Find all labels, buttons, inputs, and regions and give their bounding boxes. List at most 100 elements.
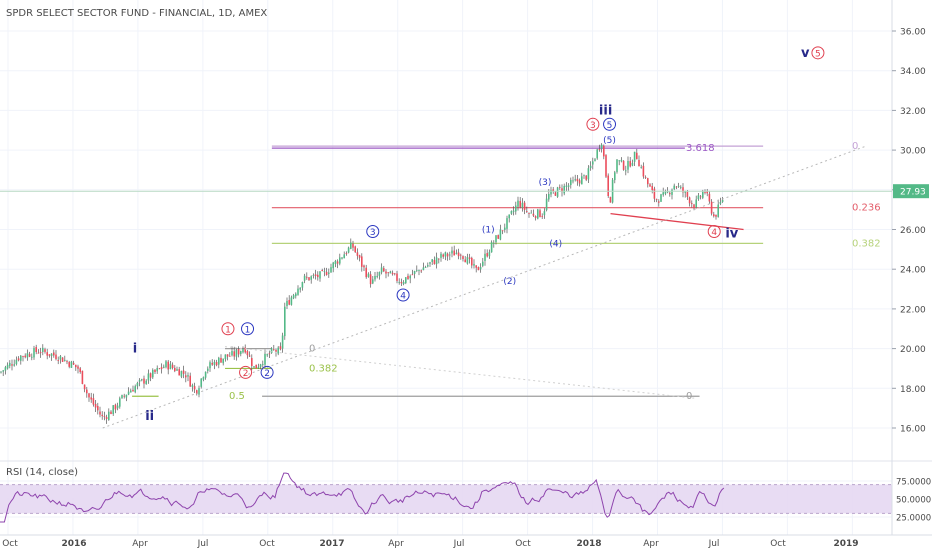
candle-body [171, 364, 174, 368]
candle-body [147, 373, 150, 381]
candle-body [22, 356, 24, 357]
y-tick-label: 24.00 [900, 266, 926, 276]
wave-label-roman: v [801, 46, 810, 61]
candle-body [64, 359, 66, 361]
candle-body [413, 271, 416, 274]
candle-body [127, 391, 130, 395]
candle-body [328, 272, 330, 274]
candle-body [523, 202, 526, 210]
candle-body [347, 247, 350, 253]
candle-body [402, 281, 405, 285]
candle-body [39, 352, 42, 354]
candle-body [77, 366, 79, 369]
candle-body [708, 193, 711, 202]
candle-body [438, 258, 440, 260]
candle-body [108, 411, 110, 420]
wave-label-circle [811, 46, 825, 60]
candle-body [530, 212, 532, 214]
candle-body [638, 159, 640, 167]
candle-body [702, 191, 704, 198]
candle-body [504, 227, 506, 230]
candle-body [176, 369, 178, 371]
candle-body [636, 152, 638, 160]
candle-body [211, 362, 213, 365]
candle-body [512, 210, 515, 212]
candle-body [655, 199, 658, 200]
candle-body [46, 352, 48, 356]
trend-line [610, 212, 744, 231]
candle-body [405, 277, 407, 284]
candle-body [81, 370, 84, 384]
candle-body [627, 160, 629, 170]
candle-body [510, 211, 513, 214]
candle-body [482, 261, 484, 266]
candle-body [136, 382, 139, 387]
candle-body [180, 371, 183, 377]
candle-body [528, 213, 530, 215]
candle-body [719, 202, 722, 204]
candle-body [310, 276, 312, 280]
candle-body [356, 252, 359, 256]
x-tick-label: Oct [2, 539, 18, 549]
candle-body [215, 361, 218, 366]
candle-body [435, 257, 438, 265]
candle-body [251, 358, 253, 366]
candle-body [319, 271, 321, 279]
candle-body [548, 193, 550, 200]
candle-body [255, 364, 257, 369]
candle-body [556, 187, 559, 197]
x-tick-label: Oct [770, 539, 786, 549]
candle-body [486, 253, 488, 257]
candle-body [578, 180, 581, 184]
candle-body [101, 414, 103, 416]
candle-body [429, 262, 431, 264]
candle-body [686, 191, 689, 197]
candle-body [112, 405, 114, 414]
candle-body [543, 211, 546, 216]
candle-body [279, 346, 282, 350]
y-tick-label: 16.00 [900, 425, 926, 435]
candle-body [633, 151, 636, 162]
candle-body [31, 356, 33, 358]
candle-body [242, 348, 244, 353]
candle-body [6, 364, 9, 369]
y-tick-label: 26.00 [900, 226, 926, 236]
candle-body [367, 273, 370, 277]
candle-body [389, 271, 392, 274]
wave-label-circle [241, 322, 255, 336]
fib-level-label: 0.5 [229, 391, 245, 402]
candle-body [649, 184, 651, 187]
candle-body [490, 242, 493, 253]
candle-body [165, 361, 167, 368]
candle-body [163, 366, 165, 368]
candle-body [134, 386, 136, 393]
candle-body [312, 275, 315, 276]
candle-body [132, 389, 134, 392]
candle-body [539, 210, 541, 218]
candle-body [451, 250, 453, 254]
candle-body [308, 277, 310, 281]
candle-body [20, 355, 22, 361]
candle-body [275, 349, 277, 353]
rsi-tick-label: 50.0000 [896, 496, 931, 506]
candle-body [28, 354, 31, 357]
candle-body [198, 388, 200, 395]
candle-body [50, 353, 53, 356]
candle-body [625, 170, 627, 172]
candle-body [398, 282, 400, 283]
candle-body [583, 174, 585, 176]
candle-body [526, 211, 528, 212]
wave-label-roman: iv [725, 226, 738, 241]
x-tick-label: 2019 [833, 539, 858, 549]
y-tick-label: 30.00 [900, 147, 926, 157]
candle-body [664, 191, 667, 194]
candle-body [462, 256, 464, 260]
fib-level-label: 0.236 [852, 203, 881, 214]
wave-label: (3) [539, 178, 552, 188]
wave-label: 5 [815, 49, 821, 59]
candle-body [323, 271, 326, 272]
candle-body [253, 366, 255, 368]
wave-label: 2 [264, 369, 270, 379]
candle-body [55, 354, 57, 360]
